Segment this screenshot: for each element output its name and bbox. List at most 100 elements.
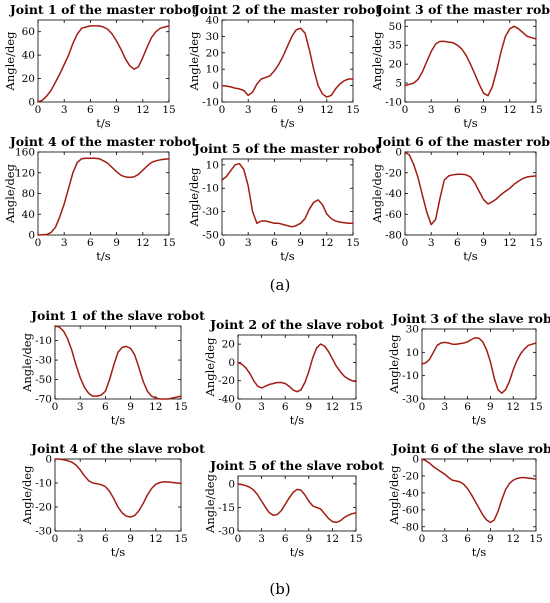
y-tick-label: 0 [412, 454, 419, 466]
y-tick-label: -50 [35, 374, 52, 386]
series-line-1 [54, 325, 182, 400]
x-axis-label: t/s [280, 249, 294, 263]
y-tick-label: -40 [402, 487, 419, 499]
y-axis-label: Angle/deg [187, 31, 201, 92]
x-tick-label: 3 [441, 401, 448, 413]
x-tick-label: 12 [503, 104, 516, 116]
y-axis-label: Angle/deg [187, 167, 201, 228]
plot-frame [54, 458, 182, 532]
y-tick-label: -10 [402, 370, 419, 382]
x-tick-label: 6 [102, 401, 109, 413]
x-tick-label: 0 [419, 533, 426, 545]
chart-title: Joint 3 of the slave robot [391, 311, 550, 326]
y-tick-label: 10 [206, 159, 219, 171]
chart-title: Joint 4 of the master robot [9, 134, 198, 149]
y-tick-label: 40 [22, 50, 35, 62]
x-tick-label: 6 [464, 401, 471, 413]
y-tick-label: -50 [202, 230, 219, 242]
chart-title: Joint 4 of the slave robot [30, 441, 205, 456]
plot-frame [404, 19, 537, 103]
y-tick-label: 10 [206, 64, 219, 76]
x-tick-label: 15 [529, 104, 542, 116]
x-tick-label: 12 [507, 401, 520, 413]
chart-4: Joint 4 of the master robot 0 3 6 9 12 15 0 40 80… [3, 134, 197, 263]
series-line-1 [421, 337, 537, 394]
plot-frame [37, 19, 170, 103]
y-tick-label: 0 [212, 80, 219, 92]
series-line-1 [37, 157, 170, 236]
x-tick-label: 3 [77, 401, 84, 413]
y-tick-label: -10 [35, 478, 52, 490]
x-axis-label: t/s [96, 116, 110, 130]
caption-a: (a) [270, 276, 291, 294]
y-tick-label: 30 [206, 31, 219, 43]
x-tick-label: 0 [35, 104, 42, 116]
x-tick-label: 3 [428, 104, 435, 116]
x-axis-label: t/s [463, 116, 477, 130]
x-tick-label: 6 [271, 237, 278, 249]
x-axis-label: t/s [280, 116, 294, 130]
x-tick-label: 6 [464, 533, 471, 545]
y-tick-label: 10 [406, 347, 419, 359]
y-tick-label: 60 [22, 26, 35, 38]
chart-8: Joint 2 of the slave robot 0 3 6 9 12 15 -40 -20… [203, 317, 384, 427]
x-axis-label: t/s [96, 249, 110, 263]
x-tick-label: 15 [346, 104, 359, 116]
x-tick-label: 12 [136, 237, 149, 249]
x-tick-label: 15 [174, 533, 187, 545]
x-tick-label: 0 [402, 237, 409, 249]
y-tick-label: 30 [406, 324, 419, 336]
x-tick-label: 9 [297, 104, 304, 116]
x-tick-label: 3 [441, 533, 448, 545]
x-tick-label: 15 [529, 401, 542, 413]
x-tick-label: 12 [326, 533, 339, 545]
x-axis-label: t/s [472, 413, 486, 427]
plot-frame [54, 325, 182, 400]
x-axis-label: t/s [472, 545, 486, 559]
x-tick-label: 9 [487, 533, 494, 545]
x-tick-label: 6 [87, 104, 94, 116]
y-tick-label: -80 [385, 230, 402, 242]
x-tick-label: 0 [235, 401, 242, 413]
x-tick-label: 12 [320, 104, 333, 116]
series-line-1 [404, 151, 537, 226]
y-axis-label: Angle/deg [387, 334, 401, 395]
x-tick-label: 0 [52, 533, 59, 545]
x-tick-label: 15 [349, 401, 362, 413]
chart-7: Joint 1 of the slave robot 0 3 6 9 12 15 -70 -50… [20, 308, 205, 427]
x-tick-label: 3 [245, 237, 252, 249]
chart-1: Joint 1 of the master robot 0 3 6 9 12 15 0 20 40… [3, 2, 197, 130]
y-tick-label: -80 [402, 521, 419, 533]
x-tick-label: 3 [428, 237, 435, 249]
x-tick-label: 3 [61, 237, 68, 249]
y-tick-label: 0 [45, 454, 52, 466]
x-tick-label: 15 [346, 237, 359, 249]
chart-11: Joint 5 of the slave robot 0 3 6 9 12 15 -30 -15… [203, 458, 384, 559]
x-tick-label: 6 [271, 104, 278, 116]
chart-title: Joint 1 of the slave robot [30, 308, 205, 323]
plot-frame [404, 151, 537, 236]
x-tick-label: 3 [77, 533, 84, 545]
x-tick-label: 15 [162, 104, 175, 116]
y-axis-label: Angle/deg [203, 473, 217, 534]
caption-b: (b) [269, 580, 290, 598]
y-tick-label: 0 [28, 230, 35, 242]
x-tick-label: 0 [402, 104, 409, 116]
x-tick-label: 3 [258, 533, 265, 545]
x-tick-label: 6 [282, 401, 289, 413]
y-tick-label: -40 [385, 188, 402, 200]
chart-title: Joint 2 of the master robot [193, 2, 382, 17]
x-tick-label: 12 [503, 237, 516, 249]
plot-frame [221, 158, 354, 236]
y-axis-label: Angle/deg [20, 465, 34, 526]
x-tick-label: 12 [326, 401, 339, 413]
x-tick-label: 9 [127, 401, 134, 413]
chart-title: Joint 1 of the master robot [9, 2, 198, 17]
y-tick-label: 5 [395, 78, 402, 90]
plot-frame [237, 334, 357, 400]
y-tick-label: 35 [389, 40, 402, 52]
y-tick-label: 20 [389, 59, 402, 71]
y-axis-label: Angle/deg [203, 337, 217, 398]
